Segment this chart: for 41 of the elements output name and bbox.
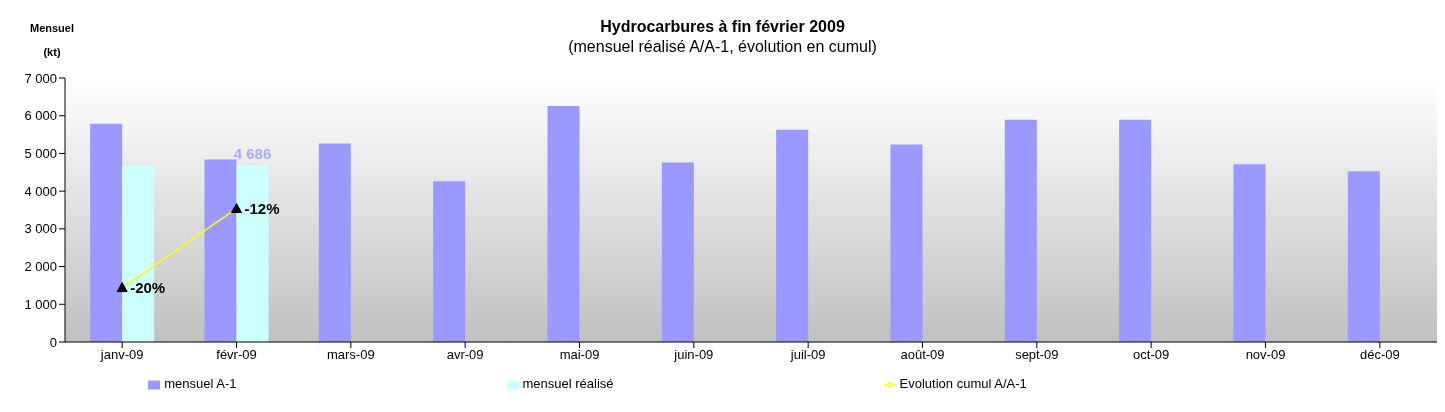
chart-title: Hydrocarbures à fin février 2009 xyxy=(600,18,845,35)
x-tick-label: sept-09 xyxy=(1015,347,1059,363)
data-label: -20% xyxy=(130,278,166,296)
data-label: 4 686 xyxy=(233,145,272,163)
x-tick-label: janv-09 xyxy=(99,347,144,363)
y-axis-title: Mensuel (kt) xyxy=(29,21,75,60)
x-tick-label: avr-09 xyxy=(446,347,484,363)
y-tick-label: 6 000 xyxy=(24,108,57,124)
y-tick-label: 7 000 xyxy=(24,70,57,86)
y-tick-label: 1 000 xyxy=(24,296,57,312)
chart-subtitle: (mensuel réalisé A/A-1, évolution en cumul) xyxy=(568,38,877,55)
legend-label: Evolution cumul A/A-1 xyxy=(899,376,1027,391)
x-tick-label: févr-09 xyxy=(216,347,257,363)
x-tick-label: déc-09 xyxy=(1359,347,1400,363)
bar xyxy=(90,123,123,342)
x-tick-label: nov-09 xyxy=(1245,347,1286,363)
x-tick-label: mai-09 xyxy=(559,347,600,363)
data-label: -12% xyxy=(244,199,280,217)
bar xyxy=(1004,119,1037,342)
bar xyxy=(661,162,694,342)
bar xyxy=(776,129,809,342)
legend-label: mensuel A-1 xyxy=(164,376,237,391)
bar xyxy=(1347,171,1380,342)
bar xyxy=(547,105,580,342)
x-tick-label: mars-09 xyxy=(326,347,375,363)
legend-label: mensuel réalisé xyxy=(522,376,614,391)
y-tick-label: 2 000 xyxy=(24,259,57,275)
bar xyxy=(318,143,351,342)
bar xyxy=(433,181,466,342)
y-tick-label: 3 000 xyxy=(24,221,57,237)
bar xyxy=(890,144,923,342)
bar xyxy=(204,159,237,342)
bar xyxy=(1119,119,1152,342)
bar xyxy=(1233,164,1266,342)
y-tick-label: 0 xyxy=(49,334,57,350)
x-tick-label: août-09 xyxy=(900,347,945,363)
x-tick-label: juil-09 xyxy=(789,347,826,363)
y-tick-label: 4 000 xyxy=(24,183,57,199)
x-tick-label: juin-09 xyxy=(673,347,714,363)
y-tick-label: 5 000 xyxy=(24,146,57,162)
x-tick-label: oct-09 xyxy=(1133,347,1170,363)
